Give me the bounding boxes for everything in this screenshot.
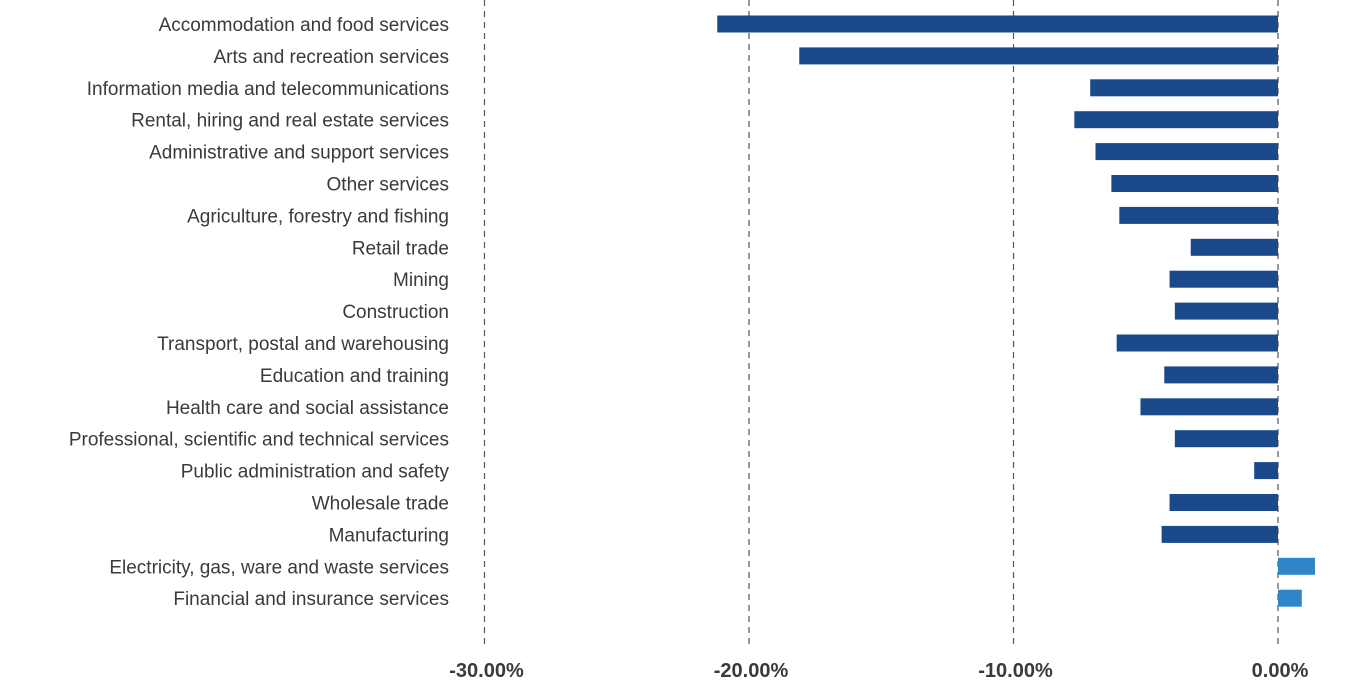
category-label: Other services [327,175,449,196]
x-tick-label: 0.00% [1252,660,1309,682]
bar [1174,430,1278,448]
category-label: Rental, hiring and real estate services [131,111,449,132]
category-label: Health care and social assistance [166,398,449,419]
bar [1190,238,1278,256]
bar [1090,79,1278,97]
category-label: Electricity, gas, ware and waste service… [109,557,449,578]
bar [1164,366,1278,384]
bar [1278,557,1316,575]
bar [1140,398,1278,416]
category-label: Manufacturing [329,525,449,546]
bar [1169,494,1278,511]
bars [717,15,1316,607]
category-label: Public administration and safety [181,462,450,483]
category-label: Professional, scientific and technical s… [69,430,449,451]
category-label: Financial and insurance services [173,589,449,610]
category-label: Wholesale trade [312,494,449,515]
category-label: Accommodation and food services [159,15,449,36]
x-axis-tick-labels: -30.00% -20.00% -10.00% 0.00% [449,660,1308,682]
bar [1095,143,1278,161]
bar [1119,206,1278,224]
category-label: Arts and recreation services [214,47,450,68]
category-label: Agriculture, forestry and fishing [187,206,449,227]
bar [1111,175,1278,192]
category-label: Education and training [260,366,449,387]
bar [717,15,1278,33]
category-label: Mining [393,270,449,291]
bar [799,47,1278,65]
bar [1278,589,1302,607]
x-tick-label: -10.00% [978,660,1053,682]
x-tick-label: -20.00% [714,660,789,682]
bar [1174,302,1278,320]
bar [1254,462,1278,480]
category-label: Retail trade [352,238,449,259]
bar [1161,525,1278,543]
category-label: Transport, postal and warehousing [157,334,449,355]
bar [1169,270,1278,288]
category-label: Construction [342,302,449,323]
category-label: Information media and telecommunications [87,79,449,100]
category-labels: Accommodation and food services Arts and … [69,15,450,610]
gridlines [483,0,1279,648]
x-tick-label: -30.00% [449,660,524,682]
bar [1116,334,1278,352]
bar [1074,111,1278,129]
category-label: Administrative and support services [149,143,449,164]
